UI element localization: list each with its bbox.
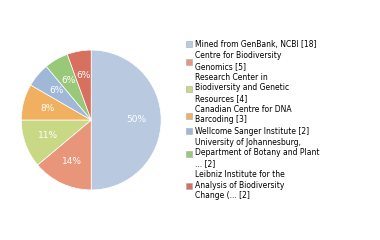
Text: 11%: 11%: [38, 131, 59, 140]
Wedge shape: [91, 50, 161, 190]
Text: 8%: 8%: [40, 104, 54, 113]
Text: 6%: 6%: [49, 86, 63, 95]
Text: 6%: 6%: [76, 71, 90, 80]
Legend: Mined from GenBank, NCBI [18], Centre for Biodiversity
Genomics [5], Research Ce: Mined from GenBank, NCBI [18], Centre fo…: [186, 40, 320, 200]
Text: 50%: 50%: [127, 115, 147, 125]
Text: 14%: 14%: [62, 157, 82, 166]
Wedge shape: [67, 50, 91, 120]
Wedge shape: [38, 120, 91, 190]
Wedge shape: [21, 120, 91, 165]
Wedge shape: [46, 54, 91, 120]
Text: 6%: 6%: [61, 76, 76, 85]
Wedge shape: [21, 85, 91, 120]
Wedge shape: [31, 66, 91, 120]
